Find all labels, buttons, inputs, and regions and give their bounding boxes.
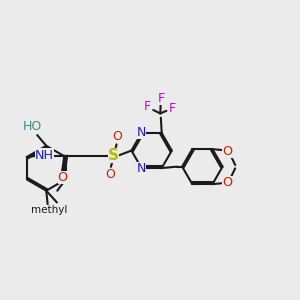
- Text: methyl: methyl: [32, 205, 68, 215]
- Text: O: O: [112, 130, 122, 143]
- Text: O: O: [58, 171, 68, 184]
- Text: O: O: [222, 145, 233, 158]
- Text: N: N: [136, 126, 146, 139]
- Text: F: F: [144, 100, 151, 113]
- Text: F: F: [169, 102, 176, 115]
- Text: S: S: [108, 148, 119, 163]
- Text: N: N: [136, 162, 146, 175]
- Text: O: O: [106, 168, 116, 181]
- Text: O: O: [222, 176, 233, 189]
- Text: F: F: [158, 92, 165, 105]
- Text: NH: NH: [35, 148, 54, 161]
- Text: HO: HO: [22, 120, 42, 133]
